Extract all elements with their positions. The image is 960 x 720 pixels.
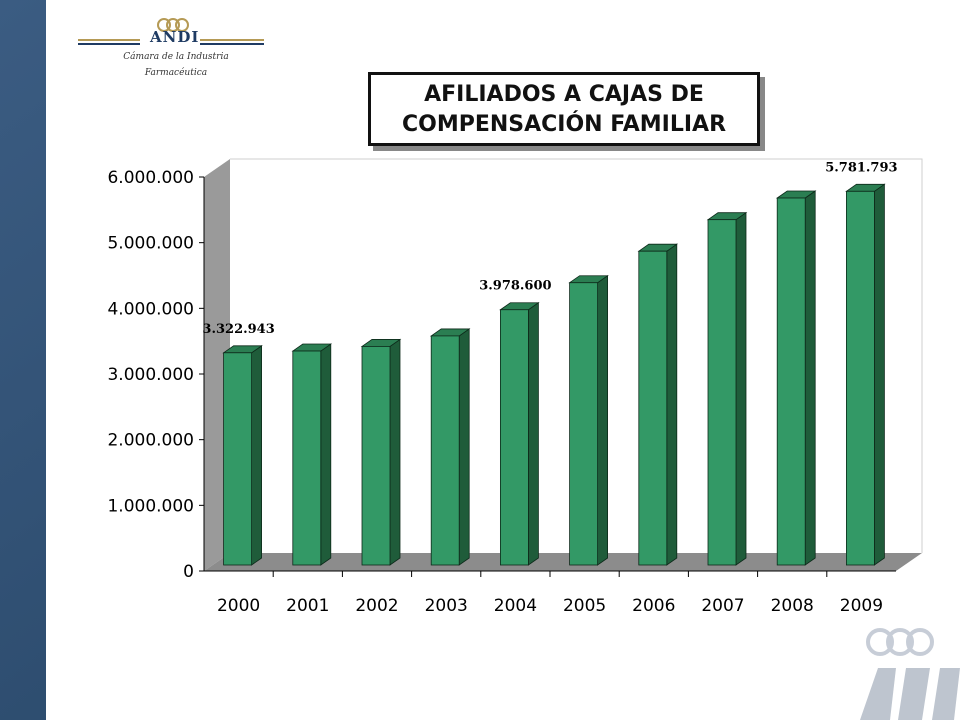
bar (569, 282, 598, 566)
andi-logo (78, 14, 264, 94)
bar (430, 335, 460, 566)
bar (292, 350, 322, 566)
x-tick-label: 2002 (355, 596, 398, 616)
chart-title-line2: COMPENSACIÓN FAMILIAR (401, 112, 727, 137)
data-label: 3.978.600 (479, 279, 551, 294)
logo-subtitle-line2: Farmacéutica (144, 68, 208, 78)
bar-side (735, 211, 747, 566)
andi-watermark-logo-icon (860, 628, 960, 720)
bar-side (804, 190, 816, 566)
andi-logo-icon (78, 18, 264, 45)
bar (499, 309, 529, 566)
y-tick-label: 2.000.000 (107, 431, 194, 451)
x-tick-label: 2004 (494, 596, 537, 616)
y-tick-label: 4.000.000 (107, 299, 194, 319)
x-tick-label: 2008 (771, 596, 814, 616)
bar-side (320, 343, 332, 566)
bar-side (389, 338, 401, 566)
bar (707, 219, 737, 566)
bar (223, 352, 253, 566)
data-label: 5.781.793 (825, 160, 897, 175)
bar-side (528, 301, 539, 566)
bar-side (874, 183, 885, 566)
bar (638, 250, 668, 566)
bar-side (458, 328, 470, 566)
x-tick-label: 2006 (632, 596, 675, 616)
chart-back-wall-edge (230, 158, 923, 553)
y-tick-label: 3.000.000 (107, 365, 194, 385)
data-label: 3.322.943 (202, 322, 274, 337)
bar (361, 346, 391, 566)
x-tick-label: 2009 (840, 596, 883, 616)
bar-side (597, 274, 608, 566)
x-tick-label: 2003 (425, 596, 468, 616)
logo-brand: ANDI (150, 28, 200, 46)
y-tick-label: 0 (183, 562, 194, 582)
bar-side (251, 345, 263, 566)
y-tick-label: 1.000.000 (107, 496, 194, 516)
y-tick-label: 6.000.000 (107, 168, 194, 188)
bar-side (666, 243, 678, 566)
x-tick-label: 2007 (701, 596, 744, 616)
chart-title-box: AFILIADOS A CAJAS DE COMPENSACIÓN FAMILI… (368, 72, 760, 146)
x-tick-label: 2000 (217, 596, 260, 616)
bar (846, 190, 875, 566)
x-tick-label: 2001 (286, 596, 329, 616)
logo-subtitle-line1: Cámara de la Industria (123, 52, 229, 62)
y-tick-label: 5.000.000 (107, 234, 194, 254)
x-tick-label: 2005 (563, 596, 606, 616)
chart-title-line1: AFILIADOS A CAJAS DE (424, 82, 704, 107)
bar (776, 197, 806, 566)
